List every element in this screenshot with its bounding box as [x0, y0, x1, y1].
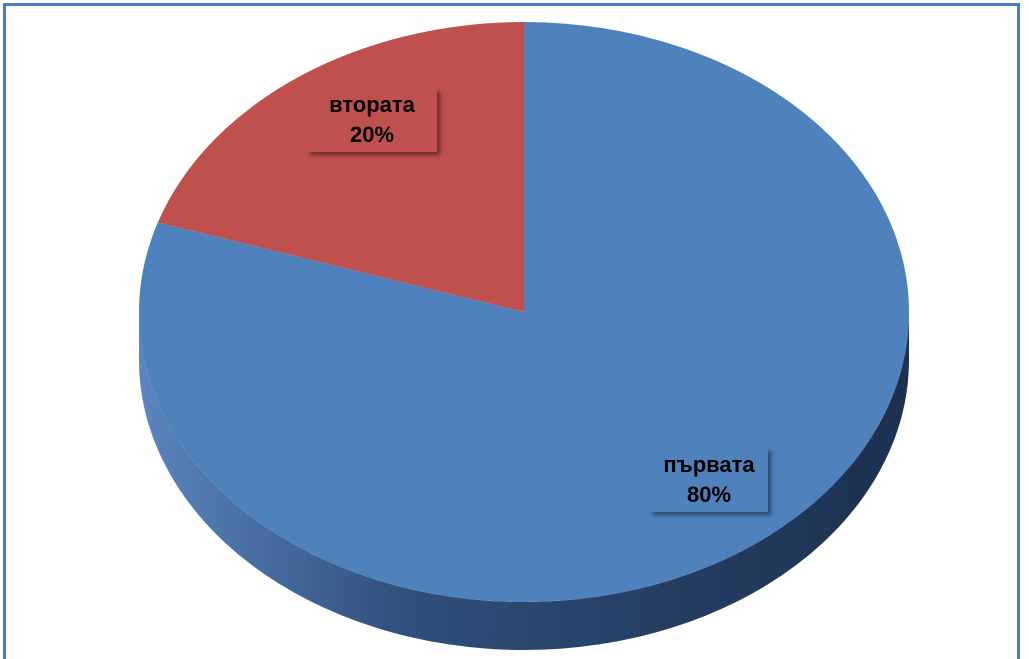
slice-name: втората	[315, 90, 429, 120]
slice-percent: 80%	[658, 480, 760, 510]
slice-percent: 20%	[315, 120, 429, 150]
slice-name: първата	[658, 450, 760, 480]
data-label-first: първата 80%	[650, 448, 768, 512]
data-label-second: втората 20%	[307, 88, 437, 152]
